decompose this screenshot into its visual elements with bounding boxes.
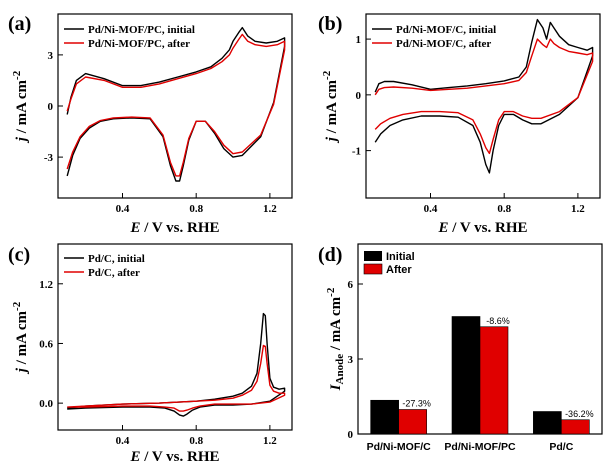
series-line-pd-c-after bbox=[67, 344, 286, 412]
panel-a-xlabel: E / V vs. RHE bbox=[129, 220, 219, 236]
x-tick-label: 0.4 bbox=[424, 203, 438, 215]
legend-label-initial: Pd/Ni-MOF/C, initial bbox=[396, 24, 496, 36]
panel-c-ylabel: j / mA cm-2 bbox=[11, 301, 30, 374]
bar-initial-pd-ni-mof-pc bbox=[451, 316, 481, 435]
legend-label-after: Pd/Ni-MOF/PC, after bbox=[88, 38, 190, 50]
y-tick-label: 3 bbox=[348, 354, 354, 366]
bar-initial-pd-ni-mof-c bbox=[370, 399, 399, 435]
x-tick-label: 1.2 bbox=[571, 203, 585, 215]
panel-d-legend: Initial After bbox=[363, 251, 415, 276]
x-tick-label: 0.4 bbox=[116, 203, 130, 215]
panel-c-marks: 0.4 0.8 1.2 0.0 0.6 1.2 bbox=[39, 279, 286, 447]
panel-b-xlabel: E / V vs. RHE bbox=[437, 220, 527, 236]
panel-a-legend: Pd/Ni-MOF/PC, initial Pd/Ni-MOF/PC, afte… bbox=[64, 24, 195, 50]
legend-label-after: Pd/C, after bbox=[88, 267, 140, 279]
panel-a-marks: 0.4 0.8 1.2 -3 0 3 bbox=[44, 26, 286, 215]
category-label: Pd/C bbox=[549, 441, 573, 453]
y-tick-label: 6 bbox=[348, 279, 354, 291]
y-tick-label: 0 bbox=[348, 429, 354, 441]
bar-annotation: -8.6% bbox=[486, 316, 510, 326]
panel-c-frame bbox=[57, 243, 293, 431]
panel-b-ylabel: j / mA cm-2 bbox=[321, 70, 340, 143]
series-line-pd-ni-mof-c-initial bbox=[374, 18, 594, 174]
x-tick-label: 0.4 bbox=[116, 435, 130, 447]
x-tick-label: 0.8 bbox=[497, 203, 511, 215]
panel-c-xlabel: E / V vs. RHE bbox=[129, 449, 219, 465]
y-tick-label: 1.2 bbox=[39, 279, 53, 291]
y-tick-label: 0.0 bbox=[39, 398, 53, 410]
x-tick-label: 1.2 bbox=[263, 203, 277, 215]
panel-c: (c) 0.4 0.8 1.2 0.0 0.6 1.2 Pd/C, initial Pd/… bbox=[8, 243, 293, 465]
y-tick-label: 0 bbox=[356, 90, 362, 102]
y-tick-label: 0.6 bbox=[39, 338, 53, 350]
y-tick-label: 3 bbox=[48, 50, 54, 62]
series-line-pd-c-initial bbox=[67, 312, 286, 417]
bar-initial-pd-c bbox=[533, 411, 562, 435]
panel-b-label: (b) bbox=[318, 13, 342, 35]
bar-annotation: -36.2% bbox=[565, 409, 594, 419]
bar-annotation: -27.3% bbox=[402, 399, 431, 409]
y-tick-label: 1 bbox=[356, 34, 362, 46]
bar-after-pd-ni-mof-pc bbox=[479, 326, 509, 435]
legend-swatch-initial bbox=[364, 251, 382, 261]
panel-b-frame bbox=[365, 13, 601, 199]
x-tick-label: 0.8 bbox=[189, 435, 203, 447]
panel-c-legend: Pd/C, initial Pd/C, after bbox=[64, 253, 145, 279]
bar-after-pd-c bbox=[561, 419, 590, 435]
legend-label-initial: Initial bbox=[386, 251, 415, 263]
panel-a: (a) 0.4 0.8 1.2 -3 0 3 Pd/Ni-MOF/PC, initial … bbox=[8, 13, 293, 236]
panel-b-legend: Pd/Ni-MOF/C, initial Pd/Ni-MOF/C, after bbox=[372, 24, 496, 50]
x-tick-label: 0.8 bbox=[189, 203, 203, 215]
y-tick-label: -1 bbox=[352, 146, 361, 158]
legend-label-after: Pd/Ni-MOF/C, after bbox=[396, 38, 491, 50]
panel-d-label: (d) bbox=[318, 244, 342, 266]
y-tick-label: 0 bbox=[48, 101, 54, 113]
panel-c-label: (c) bbox=[8, 244, 30, 266]
panel-a-label: (a) bbox=[8, 13, 31, 35]
panel-d: (d) 0 3 6 -27.3% Pd/Ni-MOF/C -8.6% Pd/Ni-MOF/P… bbox=[318, 243, 603, 453]
legend-label-after: After bbox=[386, 264, 412, 276]
series-line-pd-ni-mof-pc-after bbox=[66, 33, 286, 177]
category-label: Pd/Ni-MOF/PC bbox=[444, 441, 516, 453]
x-tick-label: 1.2 bbox=[263, 435, 277, 447]
series-line-pd-ni-mof-pc-initial bbox=[66, 26, 286, 182]
panel-a-ylabel: j / mA cm-2 bbox=[11, 70, 30, 143]
panel-b-marks: 0.4 0.8 1.2 -1 0 1 bbox=[352, 18, 594, 215]
category-label: Pd/Ni-MOF/C bbox=[367, 441, 432, 453]
bar-after-pd-ni-mof-c bbox=[398, 409, 427, 435]
legend-swatch-after bbox=[363, 263, 383, 275]
panel-b: (b) 0.4 0.8 1.2 -1 0 1 Pd/Ni-MOF/C, initial P… bbox=[318, 13, 601, 236]
series-line-pd-ni-mof-c-after bbox=[374, 38, 594, 155]
panel-d-marks: 0 3 6 -27.3% Pd/Ni-MOF/C -8.6% Pd/Ni-MOF/PC -36… bbox=[348, 279, 594, 453]
y-tick-label: -3 bbox=[44, 152, 54, 164]
panel-d-ylabel: IAnode / mA cm-2 bbox=[325, 287, 346, 391]
legend-label-initial: Pd/Ni-MOF/PC, initial bbox=[88, 24, 195, 36]
legend-label-initial: Pd/C, initial bbox=[88, 253, 145, 265]
